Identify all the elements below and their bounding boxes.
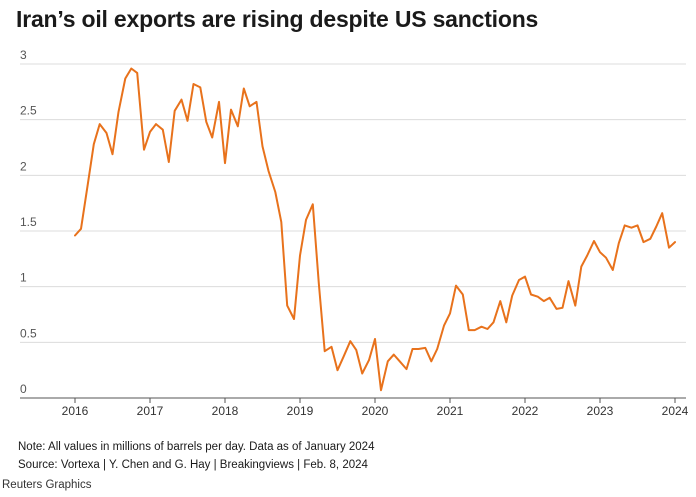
- chart-credit: Reuters Graphics: [2, 479, 92, 491]
- y-tick-label: 0: [20, 382, 27, 396]
- x-tick-label: 2017: [137, 404, 164, 418]
- y-tick-labels: 0 0.5 1 1.5 2 2.5 3: [20, 48, 37, 396]
- x-tick-label: 2020: [362, 404, 389, 418]
- y-tick-label: 2: [20, 159, 27, 173]
- y-tick-label: 2.5: [20, 104, 37, 118]
- x-tick-label: 2023: [587, 404, 614, 418]
- y-tick-label: 0.5: [20, 326, 37, 340]
- y-tick-label: 3: [20, 48, 27, 62]
- y-tick-label: 1.5: [20, 215, 37, 229]
- y-tick-label: 1: [20, 271, 27, 285]
- chart-note: Note: All values in millions of barrels …: [18, 441, 375, 453]
- x-tick-label: 2019: [287, 404, 314, 418]
- x-tick-labels: 2016 2017 2018 2019 2020 2021 2022 2023 2024: [62, 404, 689, 418]
- x-tick-label: 2021: [437, 404, 464, 418]
- series-line: [74, 67, 676, 392]
- chart-source: Source: Vortexa | Y. Chen and G. Hay | B…: [18, 459, 368, 471]
- x-axis: [20, 397, 686, 403]
- grid-lines: [20, 63, 686, 343]
- x-tick-label: 2016: [62, 404, 89, 418]
- line-chart: 00.511.522.53 2016 2017 2018 2019 2020 2021 20…: [20, 48, 689, 418]
- chart-title: Iran’s oil exports are rising despite US…: [16, 6, 539, 32]
- x-tick-label: 2022: [512, 404, 539, 418]
- x-tick-label: 2018: [212, 404, 239, 418]
- series-group: [74, 67, 676, 392]
- x-tick-label: 2024: [662, 404, 689, 418]
